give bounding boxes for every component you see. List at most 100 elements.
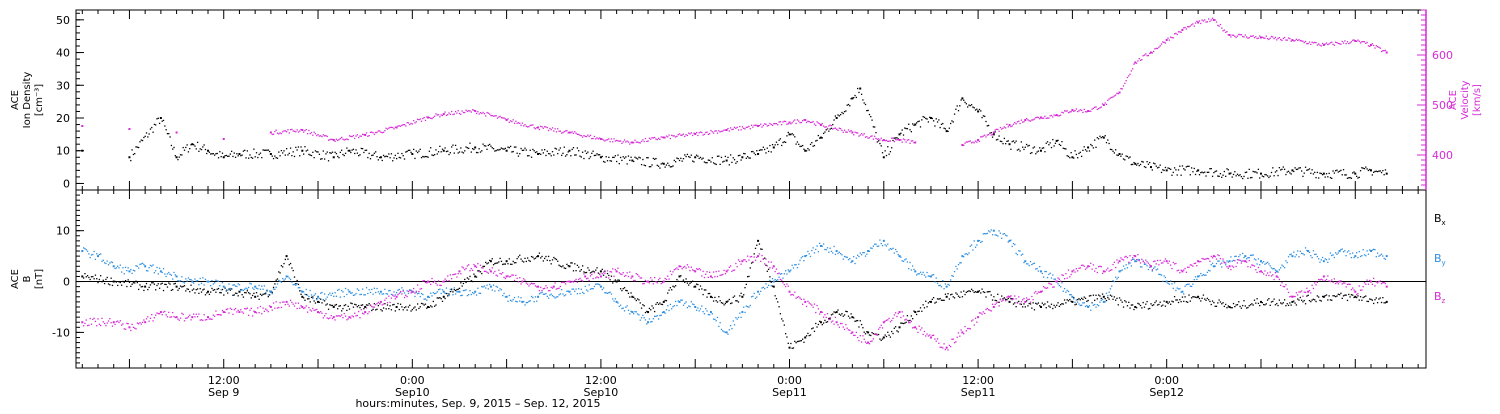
data-point-fill (311, 310, 312, 311)
data-point-fill (560, 266, 561, 267)
data-point-fill (523, 301, 524, 302)
data-point-fill (493, 148, 494, 149)
data-point-fill (590, 289, 591, 290)
data-point-fill (1057, 283, 1058, 284)
data-point-fill (1002, 128, 1003, 129)
data-point-fill (697, 269, 698, 270)
data-point-fill (985, 296, 986, 297)
data-point-fill (1033, 302, 1034, 303)
data-point-fill (810, 144, 811, 145)
data-point-fill (452, 274, 453, 275)
data-point-fill (1052, 116, 1053, 117)
data-point-fill (688, 284, 689, 285)
data-point-fill (1106, 104, 1107, 105)
data-point-fill (1173, 301, 1174, 302)
data-point-fill (172, 312, 173, 313)
data-point-fill (459, 288, 460, 289)
data-point-fill (849, 330, 850, 331)
data-point-fill (121, 271, 122, 272)
data-point-fill (840, 323, 841, 324)
data-point-fill (1353, 257, 1354, 258)
data-point-fill (777, 279, 778, 280)
data-point-fill (177, 280, 178, 281)
data-point-fill (1247, 38, 1248, 39)
data-point-fill (273, 288, 274, 289)
data-point-fill (700, 308, 701, 309)
data-point-fill (998, 305, 999, 306)
data-point-fill (633, 280, 634, 281)
data-point-fill (997, 302, 998, 303)
data-point-fill (285, 154, 286, 155)
data-point-fill (167, 273, 168, 274)
data-point-fill (175, 283, 176, 284)
data-point (380, 156, 382, 158)
data-point-fill (738, 317, 739, 318)
data-point-fill (659, 167, 660, 168)
data-point-fill (422, 118, 423, 119)
data-point-fill (1246, 36, 1247, 37)
data-point-fill (1338, 171, 1339, 172)
data-point-fill (916, 314, 917, 315)
data-point-fill (613, 300, 614, 301)
data-point-fill (405, 151, 406, 152)
data-point-fill (421, 303, 422, 304)
data-point-fill (1372, 249, 1373, 250)
data-point-fill (534, 283, 535, 284)
data-point-fill (400, 126, 401, 127)
data-point-fill (162, 314, 163, 315)
data-point-fill (980, 292, 981, 293)
data-point-fill (374, 153, 375, 154)
data-point-fill (248, 292, 249, 293)
data-point-fill (116, 321, 117, 322)
data-point-fill (325, 153, 326, 154)
data-point-fill (1001, 128, 1002, 129)
data-point-fill (393, 291, 394, 292)
data-point-fill (1373, 249, 1374, 250)
data-point-fill (1377, 302, 1378, 303)
data-point-fill (405, 306, 406, 307)
data-point-fill (230, 153, 231, 154)
data-point-fill (781, 318, 782, 319)
data-point-fill (824, 127, 825, 128)
data-point-fill (128, 267, 129, 268)
data-point-fill (780, 274, 781, 275)
data-point-fill (807, 251, 808, 252)
data-point-fill (837, 309, 838, 310)
data-point-fill (1276, 303, 1277, 304)
data-point-fill (1000, 141, 1001, 142)
data-point-fill (819, 243, 820, 244)
data-point-fill (1143, 302, 1144, 303)
data-point-fill (310, 133, 311, 134)
data-point-fill (812, 121, 813, 122)
data-point-fill (966, 103, 967, 104)
data-point-fill (795, 298, 796, 299)
data-point-fill (367, 136, 368, 137)
data-point-fill (858, 340, 859, 341)
data-point-fill (283, 130, 284, 131)
data-point-fill (615, 155, 616, 156)
data-point-fill (824, 314, 825, 315)
data-point-fill (121, 324, 122, 325)
data-point-fill (1137, 163, 1138, 164)
data-point-fill (633, 297, 634, 298)
data-point (1307, 250, 1309, 252)
data-point-fill (210, 153, 211, 154)
data-point-fill (295, 285, 296, 286)
data-point (678, 265, 680, 267)
data-point-fill (418, 151, 419, 152)
data-point-fill (1331, 255, 1332, 256)
data-point (568, 291, 570, 293)
data-point-fill (211, 153, 212, 154)
data-point-fill (486, 285, 487, 286)
data-point-fill (1186, 301, 1187, 302)
data-point-fill (649, 308, 650, 309)
data-point-fill (1002, 298, 1003, 299)
data-point-fill (1129, 307, 1130, 308)
data-point-fill (1251, 303, 1252, 304)
data-point-fill (328, 309, 329, 310)
data-point-fill (1349, 177, 1350, 178)
data-point-fill (201, 149, 202, 150)
data-point-fill (919, 311, 920, 312)
data-point-fill (272, 134, 273, 135)
data-point-fill (1357, 177, 1358, 178)
